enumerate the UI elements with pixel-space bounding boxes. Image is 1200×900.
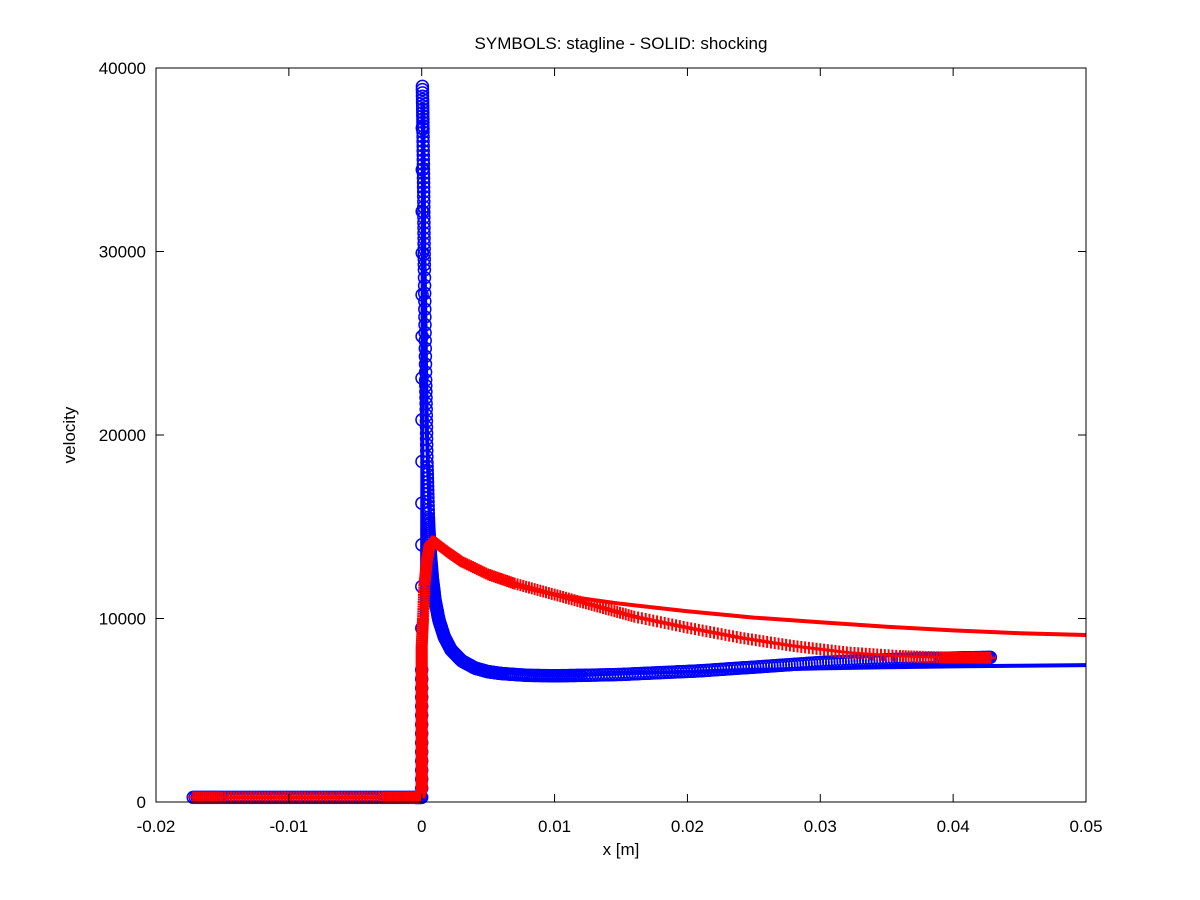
- data-point-circle: [416, 130, 430, 144]
- data-point-circle: [418, 310, 432, 324]
- y-tick-label: 40000: [99, 59, 146, 78]
- series-line: [193, 102, 1086, 800]
- x-tick-label: 0.05: [1069, 817, 1102, 836]
- data-point-circle: [417, 278, 432, 293]
- x-tick-label: 0: [417, 817, 426, 836]
- x-axis-label: x [m]: [603, 840, 640, 859]
- data-point-circle: [415, 79, 430, 94]
- axis-ticks: -0.02 -0.01 0 0.01 0.02 0.03 0.04 0.05 0 10000 200…: [99, 59, 1103, 836]
- data-point-circle: [418, 341, 433, 356]
- data-point-circle: [416, 189, 431, 204]
- data-point-circle: [416, 153, 431, 167]
- y-tick-label: 0: [137, 793, 146, 812]
- x-tick-label: -0.01: [269, 817, 308, 836]
- data-point-circle: [416, 175, 431, 190]
- data-point-circle: [415, 82, 430, 97]
- data-point-circle: [416, 105, 430, 120]
- data-point-circle: [415, 86, 430, 100]
- data-point-circle: [416, 143, 430, 158]
- data-point-circle: [416, 157, 431, 172]
- data-point-circle: [417, 247, 431, 261]
- x-tick-label: 0.04: [937, 817, 970, 836]
- data-point-circle: [418, 349, 433, 364]
- data-point-circle: [416, 171, 431, 185]
- x-tick-label: 0.02: [671, 817, 704, 836]
- data-point-plus: [984, 651, 997, 664]
- data-point-circle: [417, 270, 432, 285]
- data-point-circle: [418, 302, 432, 316]
- data-point-circle: [417, 242, 431, 256]
- data-point-circle: [418, 365, 433, 379]
- data-point-circle: [417, 221, 431, 235]
- data-point-circle: [416, 139, 430, 153]
- data-point-circle: [417, 263, 432, 277]
- data-point-circle: [418, 357, 433, 371]
- data-point-circle: [415, 92, 430, 107]
- data-point-circle: [416, 148, 431, 162]
- data-point-circle: [417, 236, 431, 251]
- data-point-circle: [418, 333, 432, 348]
- data-point-circle: [415, 89, 430, 103]
- data-point-circle: [417, 252, 432, 267]
- data-point-circle: [416, 115, 430, 130]
- data-point-circle: [418, 294, 432, 309]
- chart-title: SYMBOLS: stagline - SOLID: shocking: [475, 34, 768, 53]
- data-point-circle: [420, 449, 434, 464]
- data-point-circle: [415, 102, 430, 117]
- data-point-circle: [418, 318, 432, 332]
- x-tick-label: 0.01: [538, 817, 571, 836]
- y-tick-label: 20000: [99, 426, 146, 445]
- y-tick-label: 30000: [99, 243, 146, 262]
- plot-frame: [155, 67, 1087, 803]
- data-point-circle: [417, 231, 431, 246]
- y-axis-label: velocity: [60, 406, 79, 463]
- data-point-circle: [417, 226, 431, 240]
- data-point-circle: [417, 210, 431, 225]
- data-point-circle: [416, 134, 430, 149]
- data-point-circle: [418, 326, 432, 340]
- x-tick-label: -0.02: [137, 817, 176, 836]
- data-point-circle: [417, 205, 431, 219]
- data-point-circle: [416, 109, 430, 123]
- data-point-circle: [416, 180, 431, 195]
- data-point-circle: [417, 200, 431, 214]
- data-point-circle: [417, 257, 432, 272]
- x-tick-label: 0.03: [804, 817, 837, 836]
- y-tick-label: 10000: [99, 610, 146, 629]
- data-point-circle: [417, 286, 432, 301]
- data-point-circle: [416, 125, 430, 139]
- data-point-circle: [416, 162, 431, 176]
- data-point-circle: [416, 185, 431, 199]
- data-point-circle: [415, 99, 430, 113]
- data-point-circle: [416, 166, 431, 181]
- data-point-circle: [415, 95, 430, 110]
- data-point-circle: [417, 215, 431, 230]
- data-point-circle: [416, 112, 430, 126]
- data-point-circle: [417, 194, 431, 209]
- plot-data: [186, 79, 1086, 805]
